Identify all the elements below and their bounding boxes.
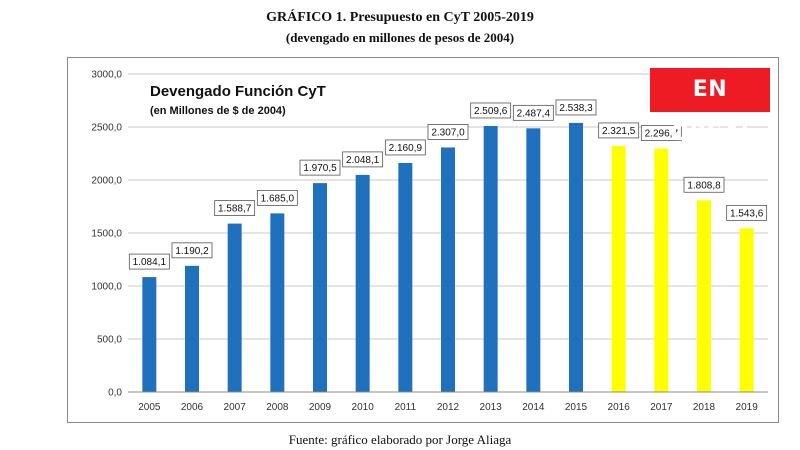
bar	[654, 148, 669, 392]
chart-subtitle: (en Millones de $ de 2004)	[150, 105, 286, 117]
data-label: 2.048,1	[346, 155, 380, 166]
figure-subtitle: (devengado en millones de pesos de 2004)	[285, 30, 515, 45]
data-label: 2.307,0	[431, 127, 465, 138]
data-label-box	[598, 122, 640, 139]
data-label: 2.487,4	[517, 108, 551, 119]
data-label-box	[427, 124, 469, 140]
data-label-box	[128, 253, 170, 270]
bar	[355, 174, 370, 392]
x-tick-label: 2015	[565, 402, 588, 413]
figure-title: GRÁFICO 1. Presupuesto en CyT 2005-2019	[266, 10, 534, 25]
data-label-box	[555, 99, 597, 116]
data-label: 2.509,6	[474, 106, 508, 117]
bar	[611, 145, 626, 392]
x-tick-label: 2014	[522, 402, 545, 413]
data-label-box	[384, 139, 426, 156]
bar	[569, 122, 583, 393]
bar	[270, 213, 285, 392]
data-label: 1.808,8	[687, 180, 721, 191]
data-label: 1.685,0	[261, 193, 295, 204]
data-label: 2.160,9	[389, 143, 423, 154]
en-orsai-badge: EN ORSAI	[650, 68, 770, 146]
x-tick-label: 2012	[437, 402, 460, 413]
data-label: 2.538,3	[559, 103, 593, 114]
data-label-box	[640, 125, 682, 141]
x-tick-label: 2005	[138, 402, 161, 413]
x-tick-label: 2011	[395, 402, 417, 413]
x-tick-label: 2009	[309, 402, 332, 413]
data-label-box	[470, 102, 512, 119]
data-label: 2.296,7	[645, 129, 679, 140]
figure-source: Fuente: gráfico elaborado por Jorge Alia…	[288, 432, 512, 447]
x-tick-label: 2018	[693, 402, 716, 413]
x-tick-label: 2010	[352, 402, 375, 413]
data-label-box	[342, 151, 384, 168]
data-label: 1.084,1	[133, 257, 167, 268]
data-label-box	[683, 176, 725, 193]
bar	[441, 147, 455, 392]
data-label: 1.543,6	[730, 208, 764, 219]
bar	[398, 162, 413, 392]
bar	[526, 128, 541, 392]
x-tick-label: 2017	[650, 402, 673, 413]
data-label-box	[299, 159, 341, 176]
data-label-box	[214, 200, 256, 216]
data-label-box	[256, 189, 298, 206]
data-label: 1.970,5	[303, 163, 337, 174]
data-label: 1.588,7	[218, 204, 252, 215]
bar	[697, 200, 711, 392]
chart-frame: 0,0 500,0 1000,0 1500,0 2000,0 2500,0 3000,0 1.…	[67, 57, 779, 423]
y-tick-label: 1000,0	[91, 282, 122, 293]
data-label-box	[171, 242, 213, 259]
bar	[739, 228, 754, 392]
bar-chart: 0,0 500,0 1000,0 1500,0 2000,0 2500,0 3000,0 1.…	[91, 70, 768, 413]
bar	[227, 223, 242, 392]
x-tick-label: 2016	[608, 402, 631, 413]
data-label-box	[726, 204, 768, 221]
x-tick-label: 2006	[181, 402, 204, 413]
x-tick-label: 2019	[736, 402, 759, 413]
y-tick-label: 0,0	[108, 388, 122, 399]
data-label: 2.321,5	[602, 126, 636, 137]
data-label: 1.190,2	[175, 246, 209, 257]
data-label-box	[512, 104, 554, 121]
bar	[185, 265, 199, 392]
y-tick-label: 500,0	[97, 335, 122, 346]
y-tick-label: 2500,0	[91, 123, 122, 134]
y-tick-label: 3000,0	[91, 70, 122, 81]
x-tick-label: 2013	[480, 402, 503, 413]
bar	[313, 183, 327, 392]
x-tick-label: 2007	[224, 402, 247, 413]
chart-title: Devengado Función CyT	[150, 83, 326, 100]
bar	[483, 125, 498, 393]
x-tick-label: 2008	[266, 402, 289, 413]
bar	[142, 277, 157, 392]
y-tick-label: 1500,0	[91, 229, 122, 240]
y-tick-label: 2000,0	[91, 176, 122, 187]
